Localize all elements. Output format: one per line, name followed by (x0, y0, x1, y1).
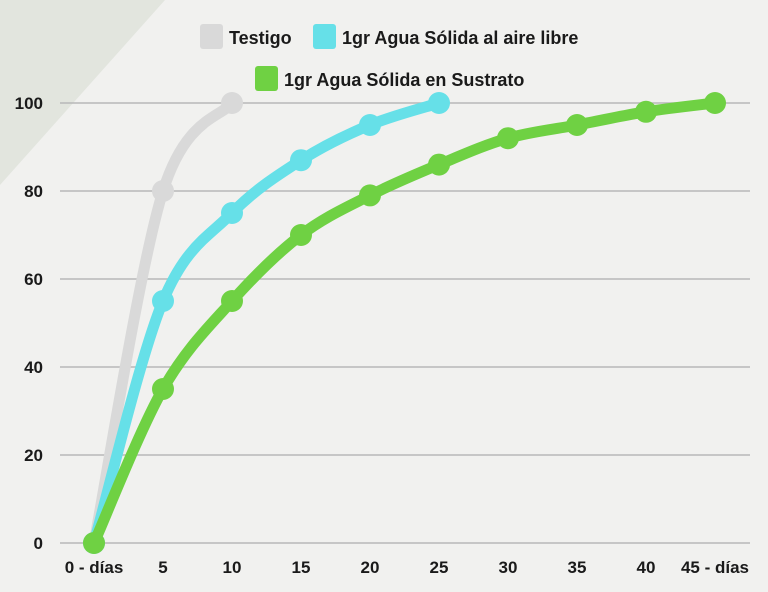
series-line (88, 97, 445, 549)
series-lines (83, 92, 726, 554)
y-tick-label: 80 (24, 182, 43, 201)
data-point (290, 224, 312, 246)
grid-lines (60, 102, 750, 544)
data-point (221, 92, 243, 114)
y-tick-label: 20 (24, 446, 43, 465)
x-tick-label: 45 - días (681, 558, 749, 577)
legend: Testigo 1gr Agua Sólida al aire libre 1gr … (200, 24, 578, 91)
legend-label: 1gr Agua Sólida al aire libre (342, 28, 578, 48)
corner-decoration (0, 0, 165, 185)
legend-label: Testigo (229, 28, 292, 48)
data-point (566, 114, 588, 136)
series-line (88, 97, 721, 549)
data-point (359, 184, 381, 207)
data-point (290, 149, 312, 172)
y-tick-label: 100 (15, 94, 43, 113)
legend-swatch (200, 24, 223, 49)
data-point (359, 114, 381, 136)
x-tick-label: 25 (430, 558, 449, 577)
x-tick-label: 0 - días (65, 558, 124, 577)
x-tick-label: 35 (568, 558, 587, 577)
data-point (152, 180, 174, 202)
series-3 (83, 92, 726, 554)
legend-label: 1gr Agua Sólida en Sustrato (284, 70, 524, 90)
data-point (221, 290, 243, 312)
data-point (221, 202, 243, 224)
x-axis-ticks: 0 - días 5 10 15 20 25 30 35 40 45 - días (65, 558, 749, 577)
data-point (428, 153, 450, 176)
data-point (83, 532, 105, 554)
data-point (497, 127, 519, 150)
x-tick-label: 15 (292, 558, 311, 577)
x-tick-label: 5 (158, 558, 167, 577)
data-point (152, 378, 174, 400)
y-axis-ticks: 0 20 40 60 80 100 (15, 94, 43, 553)
data-point (635, 100, 657, 123)
legend-swatch (255, 66, 278, 91)
x-tick-label: 40 (637, 558, 656, 577)
y-tick-label: 40 (24, 358, 43, 377)
y-tick-label: 0 (34, 534, 43, 553)
legend-swatch (313, 24, 336, 49)
x-tick-label: 30 (499, 558, 518, 577)
data-point (428, 92, 450, 114)
series-line (88, 97, 238, 549)
y-tick-label: 60 (24, 270, 43, 289)
data-point (152, 290, 174, 312)
x-tick-label: 20 (361, 558, 380, 577)
data-point (704, 92, 726, 114)
x-tick-label: 10 (223, 558, 242, 577)
